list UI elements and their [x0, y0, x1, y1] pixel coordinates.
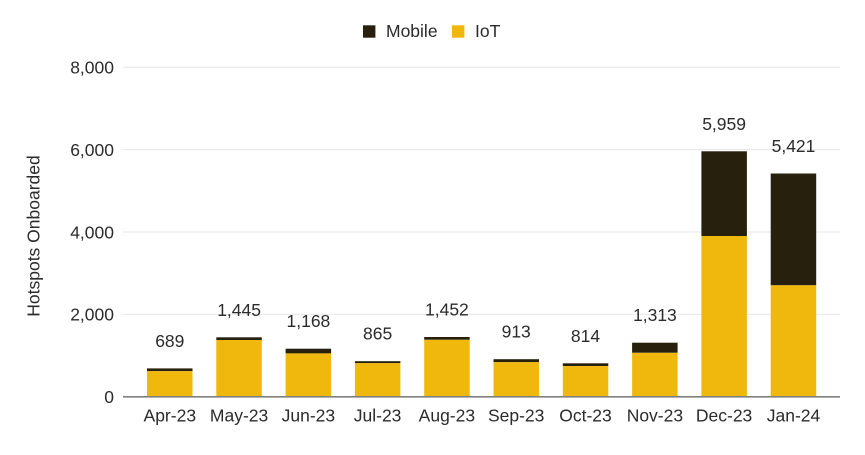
svg-text:Jan-24: Jan-24 — [767, 406, 821, 426]
svg-text:5,421: 5,421 — [772, 136, 816, 156]
svg-text:913: 913 — [502, 322, 531, 342]
svg-text:1,313: 1,313 — [633, 305, 677, 325]
svg-text:4,000: 4,000 — [70, 222, 114, 242]
svg-text:689: 689 — [155, 331, 184, 351]
svg-text:Dec-23: Dec-23 — [696, 406, 752, 426]
svg-text:1,168: 1,168 — [287, 311, 331, 331]
svg-text:865: 865 — [363, 324, 392, 344]
svg-text:2,000: 2,000 — [70, 305, 114, 325]
svg-text:1,452: 1,452 — [425, 300, 469, 320]
svg-text:0: 0 — [104, 387, 114, 407]
svg-text:May-23: May-23 — [210, 406, 268, 426]
svg-text:Hotspots Onboarded: Hotspots Onboarded — [24, 155, 44, 317]
svg-text:814: 814 — [571, 326, 600, 346]
svg-text:8,000: 8,000 — [70, 58, 114, 78]
svg-text:Nov-23: Nov-23 — [627, 406, 683, 426]
svg-text:Sep-23: Sep-23 — [488, 406, 544, 426]
svg-text:Apr-23: Apr-23 — [144, 406, 197, 426]
svg-text:Jun-23: Jun-23 — [282, 406, 336, 426]
svg-text:Oct-23: Oct-23 — [559, 406, 612, 426]
svg-text:6,000: 6,000 — [70, 140, 114, 160]
svg-text:Mobile: Mobile — [386, 21, 438, 41]
svg-text:Aug-23: Aug-23 — [419, 406, 475, 426]
svg-text:5,959: 5,959 — [702, 114, 746, 134]
svg-text:IoT: IoT — [475, 21, 501, 41]
svg-text:1,445: 1,445 — [217, 300, 261, 320]
svg-text:Jul-23: Jul-23 — [354, 406, 402, 426]
